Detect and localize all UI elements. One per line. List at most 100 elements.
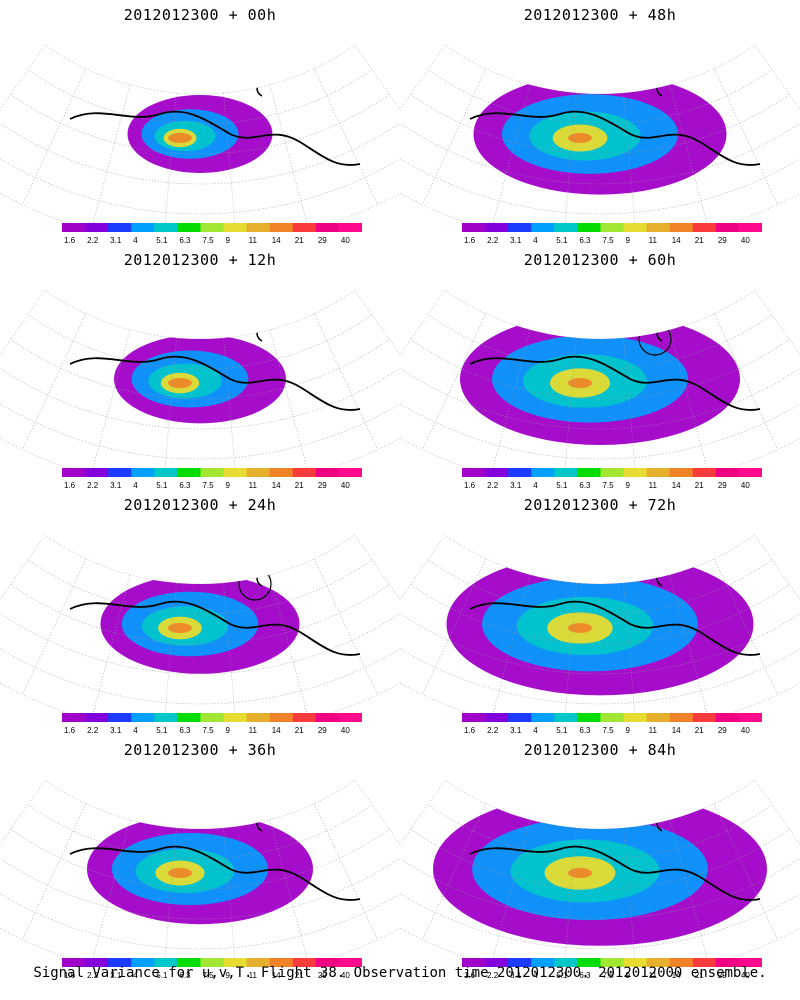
coastline <box>69 600 361 656</box>
colorbar-label: 11 <box>249 726 258 735</box>
colorbar-label: 21 <box>695 481 704 490</box>
colorbar-swatch <box>669 713 694 722</box>
colorbar-label: 1.6 <box>464 726 476 735</box>
colorbar-label: 9 <box>626 481 631 490</box>
colorbar-swatch <box>269 468 294 477</box>
colorbar-swatch <box>62 223 86 232</box>
colorbar-label: 2.2 <box>87 236 99 245</box>
colorbar: 1.6 2.2 3.1 4 5.1 6.3 7.5 9 11 14 21 29 40 <box>62 958 362 980</box>
colorbar-swatch <box>577 713 601 722</box>
variance-field <box>168 378 192 388</box>
colorbar-swatch <box>154 468 178 477</box>
colorbar-label: 11 <box>249 971 258 980</box>
longitude-line <box>563 92 577 224</box>
colorbar-swatch <box>508 713 532 722</box>
latitude-line <box>400 118 800 185</box>
colorbar-swatch <box>131 468 155 477</box>
colorbar-swatch <box>715 223 740 232</box>
colorbar-swatch <box>485 223 509 232</box>
colorbar-label: 1.6 <box>64 481 76 490</box>
colorbar-label: 14 <box>672 726 681 735</box>
colorbar-swatch <box>292 223 317 232</box>
colorbar-swatch <box>246 713 271 722</box>
panel-title: 2012012300 + 60h <box>523 251 677 269</box>
colorbar-label: 2.2 <box>87 481 99 490</box>
colorbar-swatch <box>554 468 578 477</box>
longitude-line <box>713 803 778 940</box>
colorbar-swatch <box>223 468 248 477</box>
colorbar-swatch <box>692 958 717 967</box>
colorbar: 1.6 2.2 3.1 4 5.1 6.3 7.5 9 11 14 21 29 40 <box>462 958 762 980</box>
colorbar-swatch <box>669 223 694 232</box>
colorbar-label: 7.5 <box>202 726 214 735</box>
map-panel: 2012012300 + 00h 1.6 2.2 3.1 4 5.1 6.3 7.5 9 11 14… <box>0 0 400 245</box>
colorbar-swatch <box>738 713 762 722</box>
colorbar-label: 40 <box>341 481 350 490</box>
colorbar-swatch <box>223 958 248 967</box>
colorbar-swatch <box>646 223 671 232</box>
longitude-line <box>713 68 778 205</box>
colorbar-swatch <box>623 223 648 232</box>
colorbar-label: 2.2 <box>487 481 499 490</box>
map-panel: 2012012300 + 84h 1.6 2.2 3.1 4 5.1 6.3 7.5 9 11 14… <box>400 735 800 980</box>
colorbar-swatch <box>200 468 225 477</box>
colorbar-swatch <box>177 223 201 232</box>
colorbar-swatch <box>177 468 201 477</box>
latitude-line <box>400 363 800 430</box>
colorbar-swatch <box>315 223 340 232</box>
map-plot <box>0 289 400 469</box>
colorbar-label: 6.3 <box>179 236 191 245</box>
colorbar-swatch <box>646 468 671 477</box>
colorbar-swatch <box>62 713 86 722</box>
colorbar-label: 4 <box>533 726 538 735</box>
colorbar-swatch <box>531 223 555 232</box>
colorbar-swatch <box>577 468 601 477</box>
colorbar-label: 40 <box>741 971 750 980</box>
colorbar-swatch <box>85 713 109 722</box>
colorbar-label: 3.1 <box>510 726 522 735</box>
colorbar-swatch <box>508 468 532 477</box>
colorbar-swatch <box>485 468 509 477</box>
map-plot <box>0 534 400 714</box>
colorbar-label: 4 <box>133 971 138 980</box>
latitude-line <box>27 804 373 860</box>
map-plot <box>400 779 800 959</box>
latitude-line <box>410 829 790 890</box>
colorbar-label: 7.5 <box>202 971 214 980</box>
latitude-line <box>27 314 373 370</box>
colorbar-swatch <box>269 223 294 232</box>
latitude-line <box>410 339 790 400</box>
colorbar-swatch <box>108 713 132 722</box>
coastline <box>469 600 761 656</box>
colorbar-label: 9 <box>626 236 631 245</box>
colorbar-swatch <box>554 223 578 232</box>
colorbar: 1.6 2.2 3.1 4 5.1 6.3 7.5 9 11 14 21 29 40 <box>462 468 762 490</box>
colorbar-label: 21 <box>695 726 704 735</box>
colorbar-label: 2.2 <box>487 236 499 245</box>
colorbar-label: 14 <box>672 481 681 490</box>
panel-title: 2012012300 + 84h <box>523 741 677 759</box>
map-plot <box>400 289 800 469</box>
colorbar-swatch <box>600 223 625 232</box>
map-panel: 2012012300 + 48h 1.6 2.2 3.1 4 5.1 6.3 7.5 9 11 14… <box>400 0 800 245</box>
colorbar-swatch <box>154 223 178 232</box>
colorbar-label: 29 <box>718 971 727 980</box>
colorbar-label: 2.2 <box>87 726 99 735</box>
longitude-line <box>713 558 778 695</box>
longitude-line <box>313 558 378 695</box>
colorbar-swatch <box>462 713 486 722</box>
colorbar-label: 11 <box>249 236 258 245</box>
colorbar-swatch <box>62 958 86 967</box>
colorbar-label: 21 <box>295 236 304 245</box>
colorbar-swatch <box>715 713 740 722</box>
colorbar-label: 29 <box>318 481 327 490</box>
colorbar-swatch <box>85 223 109 232</box>
colorbar-label: 3.1 <box>110 236 122 245</box>
colorbar-label: 9 <box>226 236 231 245</box>
colorbar-label: 11 <box>249 481 258 490</box>
colorbar-swatch <box>108 223 132 232</box>
colorbar-swatch <box>485 958 509 967</box>
longitude-line <box>313 803 378 940</box>
colorbar-swatch <box>623 958 648 967</box>
colorbar-swatch <box>577 223 601 232</box>
